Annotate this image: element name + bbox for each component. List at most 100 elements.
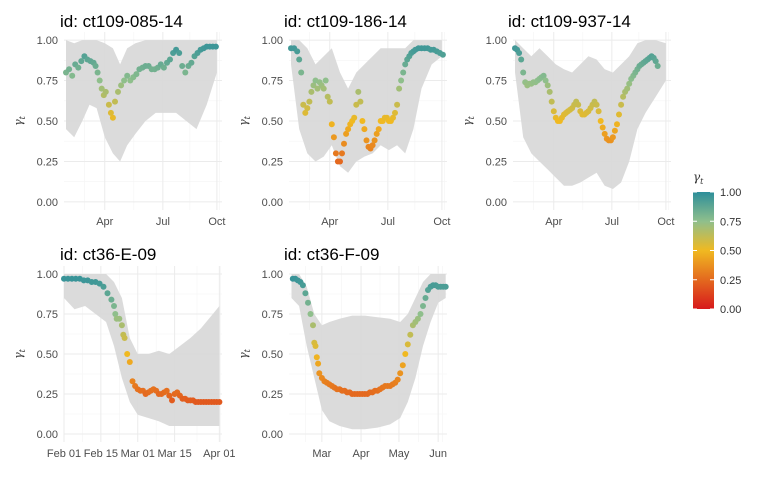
data-point xyxy=(369,142,376,149)
y-axis-label-base: γ xyxy=(237,119,250,126)
data-point xyxy=(212,43,219,50)
y-axis-label: γt xyxy=(237,348,252,359)
data-point xyxy=(330,134,337,141)
data-point xyxy=(66,66,73,73)
y-tick-label: 0.75 xyxy=(262,76,283,88)
data-point xyxy=(414,315,421,322)
y-axis-label-sub: t xyxy=(467,115,476,119)
y-tick-label: 1.00 xyxy=(37,35,58,47)
panel-title: id: ct109-937-14 xyxy=(508,12,631,31)
data-point xyxy=(339,150,345,157)
data-point xyxy=(371,137,378,144)
data-point xyxy=(69,72,76,79)
data-point xyxy=(182,69,189,76)
data-point xyxy=(353,101,360,108)
data-point xyxy=(116,315,123,322)
data-point xyxy=(375,126,382,133)
data-point xyxy=(305,299,311,306)
data-point xyxy=(312,343,319,349)
x-tick-label: Apr xyxy=(96,216,113,228)
data-point xyxy=(176,50,183,56)
data-point xyxy=(540,72,547,79)
data-point xyxy=(351,114,358,121)
data-point xyxy=(100,283,107,290)
data-point xyxy=(121,335,128,341)
data-point xyxy=(595,108,602,115)
data-point xyxy=(105,101,112,108)
data-point xyxy=(616,111,622,118)
data-point xyxy=(575,101,582,108)
data-point xyxy=(397,370,404,377)
data-point xyxy=(326,98,333,105)
data-point xyxy=(550,108,557,115)
data-point xyxy=(518,56,525,63)
legend-tick-label: 0.00 xyxy=(720,304,741,316)
data-point xyxy=(316,370,323,377)
y-axis-label-base: γ xyxy=(12,119,25,126)
data-point xyxy=(542,77,549,84)
y-tick-label: 1.00 xyxy=(262,269,283,281)
y-tick-label: 0.25 xyxy=(262,389,283,401)
data-point xyxy=(298,69,305,76)
data-point xyxy=(104,290,111,297)
y-tick-label: 0.75 xyxy=(262,309,283,321)
panel-title: id: ct109-085-14 xyxy=(60,12,183,31)
data-point xyxy=(108,296,115,303)
data-point xyxy=(593,101,600,108)
uncertainty-ribbon xyxy=(64,274,220,426)
data-point xyxy=(394,376,401,383)
y-tick-label: 0.00 xyxy=(37,429,58,441)
data-point xyxy=(548,98,555,105)
data-point xyxy=(332,150,339,157)
x-tick-label: Oct xyxy=(433,216,450,228)
legend-title-base: γ xyxy=(693,170,701,184)
data-point xyxy=(614,121,620,128)
data-point xyxy=(398,77,405,84)
data-point xyxy=(129,378,136,385)
y-axis-label: γt xyxy=(237,115,252,126)
data-point xyxy=(345,126,352,133)
data-point xyxy=(126,359,133,365)
y-tick-label: 0.50 xyxy=(37,116,58,128)
data-point xyxy=(160,64,167,71)
uncertainty-ribbon xyxy=(515,40,666,189)
x-tick-label: Oct xyxy=(657,216,674,228)
data-point xyxy=(439,51,446,58)
data-point xyxy=(396,85,403,92)
x-tick-label: Jul xyxy=(381,216,395,228)
panel-5: id: ct36-F-09 0.00 0.25 0.50 0.75 1.00 Mar Apr M… xyxy=(237,245,449,460)
data-point xyxy=(169,397,175,404)
data-point xyxy=(109,114,116,121)
y-tick-label: 0.75 xyxy=(37,309,58,321)
y-tick-label: 1.00 xyxy=(262,35,283,47)
data-point xyxy=(314,85,321,92)
data-point xyxy=(611,127,618,134)
data-point xyxy=(402,351,409,357)
panel-title: id: ct109-186-14 xyxy=(284,12,407,31)
data-point xyxy=(343,130,350,137)
y-tick-label: 0.00 xyxy=(262,197,283,209)
data-point xyxy=(516,50,523,56)
y-tick-label: 0.00 xyxy=(37,197,58,209)
data-point xyxy=(407,331,414,338)
x-tick-label: Jul xyxy=(156,216,170,228)
y-tick-label: 0.50 xyxy=(262,116,283,128)
y-axis-label-sub: t xyxy=(18,348,27,352)
data-point xyxy=(179,63,186,69)
data-point xyxy=(599,124,606,131)
data-point xyxy=(294,48,301,55)
data-point xyxy=(92,63,99,69)
data-point xyxy=(363,137,370,144)
data-point xyxy=(112,311,119,317)
panel-3: id: ct109-937-14 0.00 0.25 0.50 0.75 1.00 Apr J… xyxy=(461,12,674,228)
y-tick-label: 0.25 xyxy=(37,156,58,168)
data-point xyxy=(422,295,429,301)
data-point xyxy=(341,140,347,147)
data-point xyxy=(107,109,114,116)
y-tick-label: 0.50 xyxy=(262,349,283,361)
data-point xyxy=(307,311,314,317)
data-point xyxy=(124,351,131,357)
data-point xyxy=(302,109,309,116)
data-point xyxy=(652,58,659,65)
y-axis-label-base: γ xyxy=(12,352,25,359)
